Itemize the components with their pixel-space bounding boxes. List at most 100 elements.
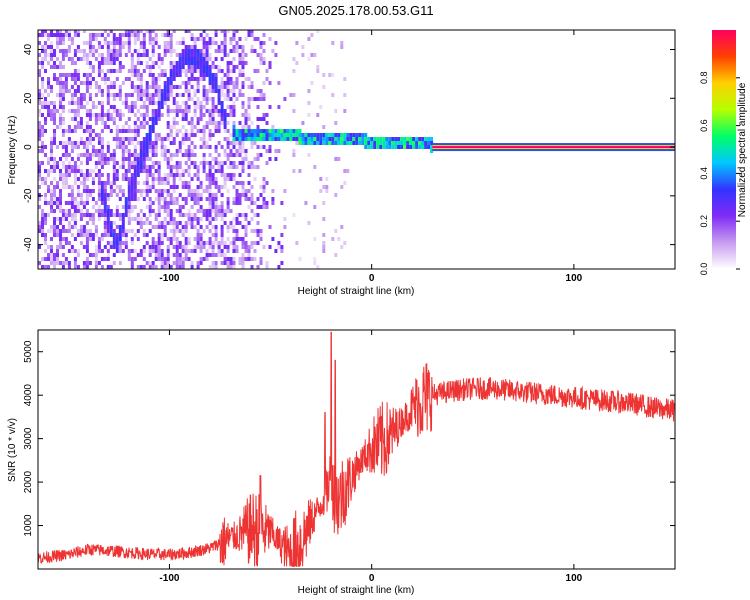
heatmap-cell [118,261,122,265]
heatmap-cell [70,205,74,209]
heatmap-cell [56,201,59,205]
heatmap-cell [205,173,209,177]
heatmap-cell [238,69,242,73]
heatmap-cell [115,113,119,117]
heatmap-cell [53,77,56,81]
heatmap-cell [151,225,155,229]
heatmap-cell [166,157,170,161]
heatmap-cell [208,161,212,165]
heatmap-cell [322,137,326,141]
heatmap-cell [148,57,152,61]
heatmap-cell [193,245,197,249]
heatmap-cell [142,137,146,141]
heatmap-cell [259,153,263,157]
heatmap-cell [184,229,188,233]
heatmap-cell [142,121,146,125]
heatmap-cell [41,225,44,229]
heatmap-cell [82,261,86,265]
heatmap-cell [44,49,47,53]
heatmap-cell [142,189,146,193]
heatmap-cell [127,197,131,201]
heatmap-cell [172,229,176,233]
heatmap-cell [247,33,251,37]
heatmap-cell [85,121,89,125]
heatmap-cell [313,137,317,141]
heatmap-cell [208,85,212,89]
heatmap-cell [88,189,92,193]
heatmap-cell [223,121,227,125]
heatmap-cell [61,73,65,77]
heatmap-cell [118,69,122,73]
heatmap-cell [124,137,128,141]
heatmap-cell [250,81,254,85]
heatmap-cell [214,77,218,81]
heatmap-cell [196,81,200,85]
heatmap-cell [50,45,53,49]
heatmap-cell [70,185,74,189]
heatmap-cell [160,241,164,245]
heatmap-cell [70,97,74,101]
heatmap-cell [50,149,53,153]
heatmap-cell [59,37,62,41]
heatmap-cell [184,105,188,109]
heatmap-cell [190,177,194,181]
heatmap-cell [394,141,398,145]
heatmap-cell [50,53,53,57]
heatmap-cell [172,165,176,169]
heatmap-cell [322,73,326,77]
heatmap-cell [163,233,167,237]
heatmap-cell [403,145,407,149]
heatmap-cell [247,245,251,249]
heatmap-cell [67,30,71,33]
heatmap-cell [85,77,89,81]
heatmap-cell [67,137,71,141]
heatmap-cell [211,261,215,265]
heatmap-cell [64,153,68,157]
heatmap-cell [145,141,149,145]
heatmap-cell [56,30,59,33]
heatmap-cell [67,249,71,253]
heatmap-cell [226,177,230,181]
heatmap-cell [106,45,110,49]
heatmap-cell [163,189,167,193]
heatmap-cell [163,49,167,53]
heatmap-cell [238,173,242,177]
heatmap-cell [169,133,173,137]
heatmap-cell [118,37,122,41]
heatmap-cell [59,245,62,249]
heatmap-cell [349,141,353,145]
heatmap-cell [136,181,140,185]
heatmap-cell [280,201,284,205]
heatmap-cell [50,49,53,53]
heatmap-cell [100,145,104,149]
heatmap-cell [88,81,92,85]
heatmap-cell [145,145,149,149]
heatmap-cell [136,117,140,121]
heatmap-cell [229,105,233,109]
heatmap-cell [259,193,263,197]
heatmap-cell [235,249,239,253]
heatmap-cell [115,37,119,41]
heatmap-cell [100,61,104,65]
heatmap-cell [151,65,155,69]
heatmap-cell [73,165,77,169]
heatmap-cell [250,229,254,233]
heatmap-cell [133,181,137,185]
heatmap-cell [220,169,224,173]
heatmap-cell [178,229,182,233]
heatmap-cell [202,157,206,161]
heatmap-cell [67,89,71,93]
heatmap-cell [121,205,125,209]
snr-line [38,331,675,567]
heatmap-cell [214,109,218,113]
heatmap-cell [259,133,263,137]
heatmap-cell [214,265,218,269]
heatmap-cell [211,225,215,229]
heatmap-cell [220,229,224,233]
heatmap-cell [61,181,65,185]
snr-series [38,331,675,567]
heatmap-cell [127,189,131,193]
heatmap-cell [214,33,218,37]
heatmap-cell [292,149,296,153]
